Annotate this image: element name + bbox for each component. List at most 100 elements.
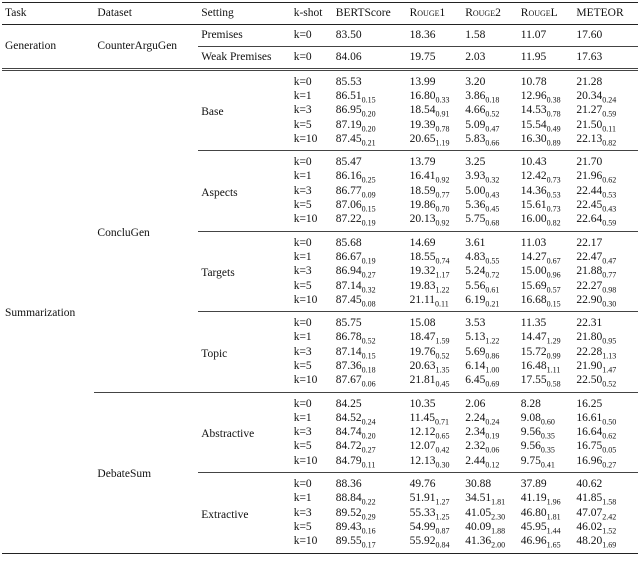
score-cell: 89.550.17 [333,535,407,554]
table-row: Targets k=0 85.68 14.69 3.61 11.03 22.17 [2,230,638,312]
score-cell: 87.140.32 [333,279,407,294]
score-value: 15.61 [520,199,547,212]
score-cell: 12.070.42 [407,440,463,454]
score-cell: 84.06 [332,46,407,70]
score-value: 30.88 [465,478,492,491]
score-cell: 5.090.47 [462,118,518,133]
score-std: 0.43 [602,204,617,214]
score-value: 16.48 [520,359,547,372]
score-std: 0.70 [435,204,450,214]
score-value: 55.92 [409,535,436,548]
score-value: 9.75 [520,454,541,467]
score-value: 12.12 [409,426,436,439]
score-cell: 41.191.96 [518,492,574,506]
score-cell: 87.060.15 [333,198,407,213]
score-std: 0.67 [546,256,561,266]
score-cell: 89.520.29 [333,506,407,521]
score-cell: 2.240.24 [462,411,518,426]
score-cell: 40.62 [573,472,638,492]
score-cell: 15.690.57 [518,279,574,294]
score-value: 12.13 [409,454,436,467]
table-row: k=1 86.160.25 16.410.92 3.930.32 12.420.73 21… [2,170,638,184]
score-value: 1.58 [465,29,486,41]
kshot-cell: k=3 [293,506,312,519]
score-cell: 12.420.73 [518,170,574,184]
score-value: 84.79 [335,454,362,467]
score-value: 22.90 [576,293,603,306]
score-cell: 17.60 [573,25,638,47]
column-header: Rouge2 [462,2,518,25]
score-value: 12.42 [520,170,547,183]
score-value: 15.69 [520,279,547,292]
kshot-cell: k=10 [293,454,318,467]
task-cell: Generation [5,40,57,52]
score-cell: 88.840.22 [333,492,407,506]
table-row: Aspects k=0 85.47 13.79 3.25 10.43 21.70 [2,150,638,232]
score-value: 88.36 [335,478,362,491]
score-std: 1.44 [546,526,561,536]
kshot-cell: k=1 [293,331,312,344]
table-row: k=10 87.220.19 20.130.92 5.750.68 16.000.82 2… [2,213,638,232]
score-value: 19.39 [409,118,436,131]
score-std: 1.35 [435,365,450,375]
score-cell: 41.052.30 [462,506,518,521]
score-value: 3.86 [465,89,486,102]
score-value: 19.75 [409,51,436,63]
score-value: 46.02 [576,520,603,533]
score-std: 0.49 [546,123,561,133]
score-cell: 5.560.61 [462,279,518,294]
score-cell: 84.740.20 [333,426,407,440]
kshot-cell: k=1 [293,89,312,102]
table-row: k=3 87.140.15 19.760.52 5.690.86 15.720.99 22… [2,345,638,360]
score-cell: 48.201.69 [573,535,638,554]
score-std: 0.60 [540,417,555,427]
score-value: 20.65 [409,132,436,145]
table-row: k=3 86.950.20 18.540.91 4.660.52 14.530.78 21… [2,104,638,118]
column-header: Rouge1 [406,2,463,25]
score-std: 0.65 [435,431,450,441]
score-value: 19.32 [409,265,436,278]
score-std: 0.73 [546,204,561,214]
score-value: 13.99 [409,75,436,88]
score-cell: 4.830.55 [462,250,518,265]
score-value: 19.83 [409,279,436,292]
score-std: 0.87 [435,526,450,536]
score-cell: 22.900.30 [573,293,638,312]
score-cell: 6.141.00 [462,359,518,374]
score-value: 84.25 [335,397,362,410]
score-value: 13.79 [409,156,436,169]
score-cell: 46.021.52 [573,520,638,535]
column-header: k-shot [290,2,333,25]
score-value: 84.74 [335,426,362,439]
score-cell: 49.76 [406,472,463,492]
score-std: 0.35 [540,445,555,455]
score-value: 85.75 [335,317,362,330]
score-cell: 5.131.22 [462,331,518,345]
score-value: 6.14 [465,359,486,372]
score-value: 12.07 [409,440,436,453]
score-value: 22.50 [576,374,603,387]
score-cell: 9.750.41 [518,454,574,473]
setting-cell: Aspects [198,150,291,232]
kshot-cell: k=5 [293,279,312,292]
score-cell: 2.320.06 [462,440,518,454]
score-cell: 87.140.15 [333,345,407,360]
score-cell: 12.130.30 [407,454,463,473]
score-cell: 11.450.71 [407,411,463,426]
score-cell: 46.961.65 [518,535,574,554]
score-cell: 86.940.27 [333,265,407,279]
score-std: 2.00 [491,540,506,550]
score-value: 20.63 [409,359,436,372]
setting-cell: Extractive [198,472,291,554]
score-cell: 4.660.52 [462,104,518,118]
dataset-cell: DebateSum [94,391,199,554]
score-value: 14.69 [409,236,436,249]
score-std: 0.25 [361,175,376,185]
score-cell: 15.08 [406,311,463,331]
score-cell: 16.750.05 [573,440,638,454]
score-value: 86.51 [335,89,362,102]
score-value: 3.93 [465,170,486,183]
table-row: k=1 88.840.22 51.911.27 34.511.81 41.191.96 4… [2,492,638,506]
table-row: k=3 89.520.29 55.331.25 41.052.30 46.801.81 4… [2,506,638,521]
score-std: 0.11 [361,460,376,470]
